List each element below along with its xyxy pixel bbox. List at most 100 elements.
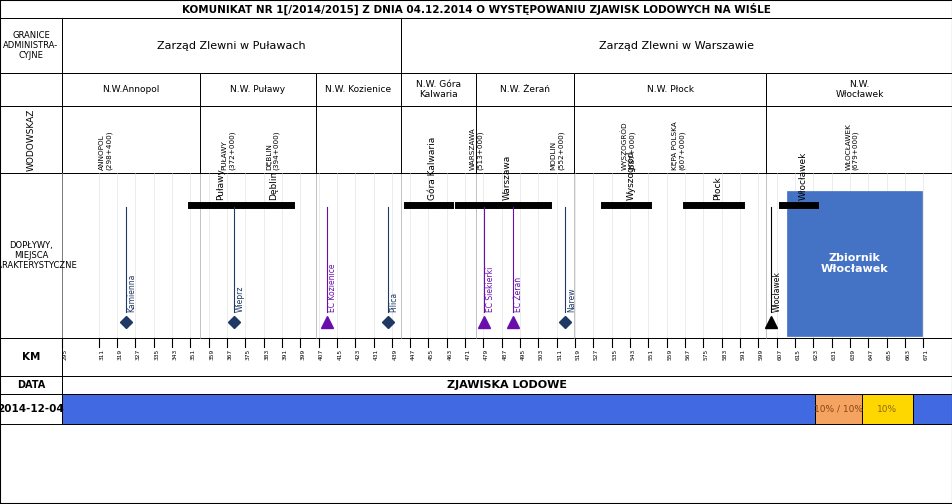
Text: 455: 455 (428, 349, 433, 360)
Bar (476, 73, 574, 106)
Text: WARSZAWA
(513+000): WARSZAWA (513+000) (469, 127, 484, 170)
Text: 511: 511 (557, 349, 562, 360)
Text: 495: 495 (520, 349, 526, 360)
Text: 615: 615 (795, 349, 800, 360)
Text: 599: 599 (758, 349, 763, 360)
Text: 591: 591 (740, 349, 744, 360)
Bar (0, 0, 952, 18)
Text: 343: 343 (172, 349, 177, 360)
Text: 583: 583 (722, 349, 726, 360)
Text: 519: 519 (575, 349, 580, 360)
Text: GRANICE
ADMINISTRA-
CYJNE: GRANICE ADMINISTRA- CYJNE (4, 31, 59, 60)
Text: Zarząd Zlewni w Puławach: Zarząd Zlewni w Puławach (157, 40, 306, 50)
Text: DATA: DATA (17, 380, 45, 390)
Bar (400, 18, 952, 73)
Text: 319: 319 (117, 349, 123, 360)
Text: 543: 543 (630, 349, 635, 360)
Bar (0, 394, 62, 424)
Text: WŁOCŁAWEK
(679+000): WŁOCŁAWEK (679+000) (844, 123, 858, 170)
Bar (400, 73, 476, 106)
Bar (62, 394, 814, 424)
Text: Góra Kalwaria: Góra Kalwaria (427, 137, 437, 200)
Text: 383: 383 (264, 349, 268, 360)
Text: 567: 567 (684, 349, 690, 360)
Text: N.W. Kozienice: N.W. Kozienice (325, 85, 391, 94)
Text: 623: 623 (813, 349, 818, 360)
Text: 471: 471 (466, 349, 470, 360)
Text: Włocławek: Włocławek (772, 271, 781, 312)
Text: Zbiornik
Włocławek: Zbiornik Włocławek (820, 253, 887, 274)
Text: 375: 375 (246, 349, 250, 360)
Text: Włocławek: Włocławek (798, 152, 806, 200)
Text: 551: 551 (648, 349, 653, 360)
Bar (200, 73, 316, 106)
Text: 607: 607 (776, 349, 782, 360)
Text: EC Żerań: EC Żerań (514, 277, 523, 312)
Text: 639: 639 (849, 349, 855, 360)
Text: 399: 399 (301, 349, 306, 360)
Text: 407: 407 (319, 349, 324, 360)
Text: 487: 487 (502, 349, 506, 360)
Text: 2014-12-04: 2014-12-04 (0, 404, 65, 414)
Bar (62, 173, 952, 338)
Text: 575: 575 (704, 349, 708, 360)
Bar (316, 73, 400, 106)
Bar (62, 73, 200, 106)
Text: 415: 415 (337, 349, 342, 360)
Text: 359: 359 (208, 349, 214, 360)
Text: 431: 431 (373, 349, 379, 360)
Text: N.W. Góra
Kalwaria: N.W. Góra Kalwaria (415, 80, 461, 99)
Text: EC Siekierki: EC Siekierki (486, 267, 494, 312)
Text: 447: 447 (410, 349, 415, 360)
Text: 327: 327 (135, 349, 141, 360)
Text: Płock: Płock (713, 176, 722, 200)
Text: Pilica: Pilica (389, 292, 398, 312)
Bar (0, 338, 62, 376)
Text: DĘBLIN
(394+000): DĘBLIN (394+000) (266, 131, 279, 170)
Text: N.W.
Włocławek: N.W. Włocławek (834, 80, 883, 99)
Bar (786, 191, 921, 336)
Text: EC Kozienice: EC Kozienice (327, 264, 337, 312)
Text: PUŁAWY
(372+000): PUŁAWY (372+000) (222, 131, 235, 170)
Text: 391: 391 (282, 349, 288, 360)
Text: 559: 559 (666, 349, 671, 360)
Text: Kamienna: Kamienna (128, 274, 136, 312)
Text: 647: 647 (868, 349, 873, 360)
Text: 367: 367 (228, 349, 232, 360)
Text: 631: 631 (831, 349, 836, 360)
Text: 295: 295 (63, 349, 68, 360)
Text: 10%: 10% (877, 405, 897, 413)
Text: Puławy: Puławy (215, 168, 225, 200)
Text: Zarząd Zlewni w Warszawie: Zarząd Zlewni w Warszawie (599, 40, 753, 50)
Bar (62, 18, 400, 73)
Text: N.W. Żerań: N.W. Żerań (500, 85, 549, 94)
Bar (765, 73, 952, 106)
Text: 351: 351 (190, 349, 195, 360)
Bar (62, 376, 952, 394)
Text: KOMUNIKAT NR 1[/2014/2015] Z DNIA 04.12.2014 O WYSTĘPOWANIU ZJAWISK LODOWYCH NA : KOMUNIKAT NR 1[/2014/2015] Z DNIA 04.12.… (182, 3, 770, 15)
Text: Dęblin: Dęblin (268, 171, 277, 200)
Text: WYSZOGRÓD
(587+000): WYSZOGRÓD (587+000) (621, 121, 635, 170)
Text: 527: 527 (593, 349, 598, 360)
Bar (912, 394, 952, 424)
Text: KM: KM (22, 352, 40, 362)
Text: WODOWSKAZ: WODOWSKAZ (27, 108, 35, 171)
Text: 655: 655 (886, 349, 891, 360)
Text: N.W. Puławy: N.W. Puławy (230, 85, 286, 94)
Text: 10% / 10%: 10% / 10% (813, 405, 863, 413)
Text: ZJAWISKA LODOWE: ZJAWISKA LODOWE (447, 380, 566, 390)
Text: 663: 663 (904, 349, 909, 360)
Text: 671: 671 (922, 349, 928, 360)
Bar (62, 106, 952, 173)
Text: N.W.Annopol: N.W.Annopol (102, 85, 160, 94)
Bar (574, 73, 765, 106)
Bar (0, 73, 62, 106)
Bar (0, 18, 62, 73)
Text: MODLIN
(552+000): MODLIN (552+000) (550, 131, 564, 170)
Text: 335: 335 (154, 349, 159, 360)
Text: 479: 479 (484, 349, 488, 360)
Text: 423: 423 (355, 349, 360, 360)
Text: 311: 311 (99, 349, 104, 360)
Text: N.W. Płock: N.W. Płock (645, 85, 693, 94)
Bar (0, 173, 62, 338)
